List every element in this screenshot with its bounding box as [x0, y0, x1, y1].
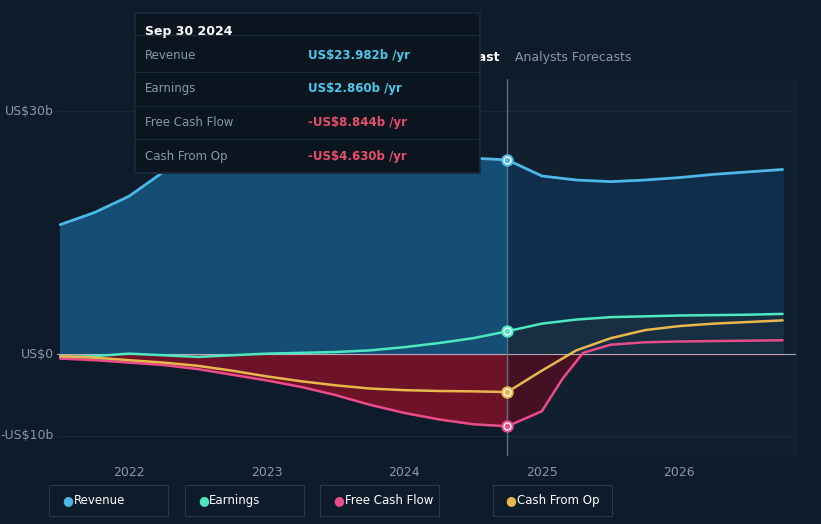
Text: ●: ●: [198, 494, 209, 507]
Text: -US$8.844b /yr: -US$8.844b /yr: [308, 116, 407, 129]
Text: Earnings: Earnings: [209, 494, 261, 507]
Text: -US$10b: -US$10b: [0, 429, 54, 442]
Text: Free Cash Flow: Free Cash Flow: [345, 494, 433, 507]
Text: ●: ●: [333, 494, 344, 507]
Text: Revenue: Revenue: [74, 494, 126, 507]
Text: Revenue: Revenue: [145, 49, 197, 62]
Text: ●: ●: [62, 494, 73, 507]
Text: Cash From Op: Cash From Op: [517, 494, 599, 507]
Text: Past: Past: [470, 50, 500, 63]
Text: Sep 30 2024: Sep 30 2024: [145, 25, 233, 38]
Text: US$30b: US$30b: [5, 105, 54, 117]
Text: ●: ●: [506, 494, 516, 507]
Text: Free Cash Flow: Free Cash Flow: [145, 116, 234, 129]
Text: Analysts Forecasts: Analysts Forecasts: [515, 50, 631, 63]
Text: -US$4.630b /yr: -US$4.630b /yr: [308, 149, 406, 162]
Text: US$0: US$0: [21, 348, 54, 361]
Text: Cash From Op: Cash From Op: [145, 149, 227, 162]
Text: Earnings: Earnings: [145, 82, 197, 95]
Text: US$2.860b /yr: US$2.860b /yr: [308, 82, 401, 95]
Text: US$23.982b /yr: US$23.982b /yr: [308, 49, 410, 62]
